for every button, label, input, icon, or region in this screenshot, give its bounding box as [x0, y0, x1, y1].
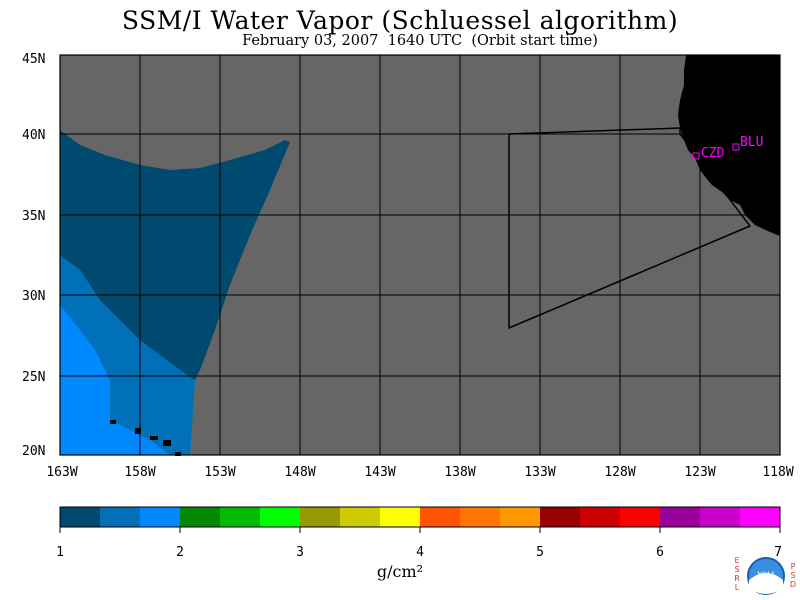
lat-label: 30N — [22, 289, 45, 304]
lon-label: 153W — [204, 465, 235, 480]
colorbar: 1 2 3 4 5 6 7 — [56, 506, 782, 560]
colorbar-tick-label: 3 — [296, 545, 304, 560]
station-label-czd: CZD — [701, 146, 725, 161]
colorbar-swatch — [260, 507, 301, 527]
colorbar-tick-labels: 1 2 3 4 5 6 7 — [56, 545, 782, 560]
colorbar-units: g/cm² — [376, 562, 424, 581]
colorbar-swatch — [540, 507, 581, 527]
lat-label: 25N — [22, 370, 45, 385]
lon-label: 143W — [364, 465, 395, 480]
lon-label: 158W — [124, 465, 155, 480]
lon-label: 148W — [284, 465, 315, 480]
map-panel: CZD BLU — [59, 54, 781, 456]
colorbar-swatch — [660, 507, 701, 527]
map-border — [59, 54, 781, 456]
colorbar-ticks — [59, 527, 781, 533]
colorbar-swatches — [60, 507, 781, 527]
station-marker-czd — [692, 152, 700, 160]
colorbar-tick-label: 6 — [656, 545, 664, 560]
colorbar-swatch — [740, 507, 781, 527]
colorbar-swatch — [100, 507, 141, 527]
latitude-labels: 45N 40N 35N 30N 25N 20N — [22, 52, 45, 459]
water-vapor-swath-very-moist — [60, 305, 170, 455]
colorbar-swatch — [340, 507, 381, 527]
station-markers: CZD BLU — [692, 135, 763, 161]
colorbar-tick-label: 4 — [416, 545, 424, 560]
colorbar-swatch — [460, 507, 501, 527]
lon-label: 133W — [524, 465, 555, 480]
map-title: SSM/I Water Vapor (Schluessel algorithm) — [121, 6, 679, 35]
map-subtitle: February 03, 2007 1640 UTC (Orbit start … — [242, 33, 598, 49]
lon-label: 138W — [444, 465, 475, 480]
hawaii-islands — [110, 420, 181, 456]
lat-label: 45N — [22, 52, 45, 67]
lat-label: 20N — [22, 444, 45, 459]
colorbar-swatch — [420, 507, 461, 527]
colorbar-tick-label: 5 — [536, 545, 544, 560]
analysis-region-outline — [508, 127, 752, 330]
logo-text: NOAA — [757, 571, 775, 578]
colorbar-swatch — [500, 507, 541, 527]
lon-label: 163W — [46, 465, 77, 480]
colorbar-swatch — [60, 507, 101, 527]
colorbar-swatch — [380, 507, 421, 527]
colorbar-tick-label: 7 — [774, 545, 782, 560]
colorbar-swatch — [580, 507, 621, 527]
colorbar-swatch — [300, 507, 341, 527]
colorbar-tick-label: 2 — [176, 545, 184, 560]
lon-label: 123W — [684, 465, 715, 480]
colorbar-swatch — [180, 507, 221, 527]
lat-label: 35N — [22, 209, 45, 224]
lat-label: 40N — [22, 128, 45, 143]
colorbar-swatch — [220, 507, 261, 527]
station-marker-blu — [732, 143, 740, 151]
colorbar-swatch — [700, 507, 741, 527]
water-vapor-swath-dry — [60, 130, 290, 380]
colorbar-swatch — [140, 507, 181, 527]
lat-lon-grid — [60, 55, 780, 455]
lon-label: 118W — [762, 465, 793, 480]
station-label-blu: BLU — [740, 135, 763, 150]
colorbar-swatch — [620, 507, 661, 527]
north-america-land — [678, 55, 780, 236]
colorbar-tick-label: 1 — [56, 545, 64, 560]
lon-label: 128W — [604, 465, 635, 480]
longitude-labels: 163W 158W 153W 148W 143W 138W 133W 128W … — [46, 465, 793, 480]
noaa-logo: NOAA — [745, 555, 787, 597]
